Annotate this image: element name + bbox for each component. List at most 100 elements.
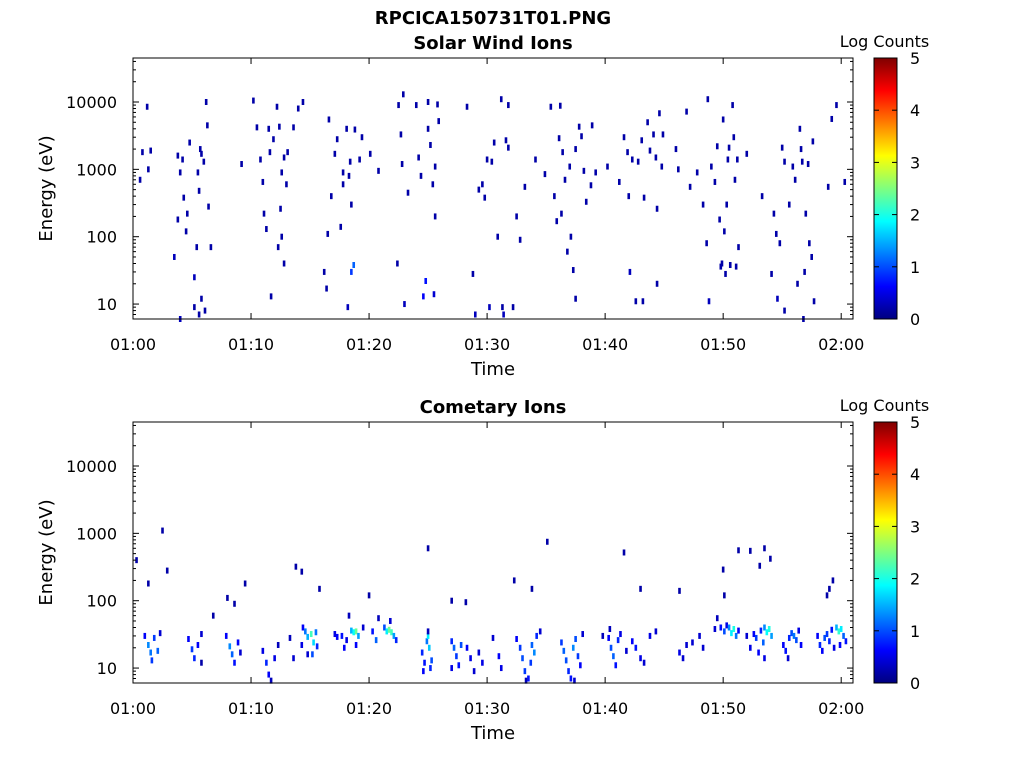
data-cell [560, 210, 563, 217]
data-cell [582, 167, 586, 174]
data-cell [397, 102, 400, 109]
data-cell [228, 643, 232, 650]
data-cell [312, 639, 315, 646]
data-cell [655, 205, 659, 212]
data-cell [196, 641, 200, 648]
data-cell [581, 631, 585, 638]
data-cell [825, 592, 829, 599]
data-cell [207, 203, 210, 210]
data-cell [181, 156, 184, 163]
data-cell [590, 122, 594, 129]
data-cell [390, 629, 393, 636]
data-cell [187, 636, 190, 643]
plot-frame [132, 57, 854, 320]
data-cell [280, 169, 284, 176]
data-cell [233, 659, 236, 666]
data-cell [803, 268, 806, 275]
data-cell [236, 639, 240, 646]
data-cell [203, 307, 207, 314]
data-cell [568, 163, 572, 170]
data-cell [485, 156, 489, 163]
data-cell [821, 647, 824, 654]
data-cell [350, 201, 353, 208]
data-cell [619, 631, 622, 638]
x-tick-label: 01:10 [228, 699, 274, 718]
data-cell [512, 577, 516, 584]
data-cell [763, 624, 766, 631]
y-tick-label: 1000 [76, 524, 117, 543]
data-cell [322, 268, 326, 275]
data-cell [681, 655, 685, 662]
data-cell [145, 103, 149, 110]
data-cell [354, 628, 358, 635]
data-cell [374, 637, 378, 644]
data-cell [545, 538, 549, 545]
data-cell [464, 599, 468, 606]
data-cell [601, 632, 605, 639]
data-cell [342, 644, 346, 651]
data-cell [190, 646, 194, 653]
data-cell [543, 171, 547, 178]
colorbar-tick-label: 0 [910, 310, 920, 329]
data-cell [695, 169, 699, 176]
data-cell [149, 649, 153, 656]
data-cell [641, 298, 645, 305]
data-cell [826, 183, 830, 190]
data-cell [335, 136, 339, 143]
data-cell [371, 628, 374, 635]
data-cell [347, 612, 351, 619]
data-cell [450, 597, 453, 604]
data-cell [726, 156, 730, 163]
data-cell [141, 149, 144, 156]
data-cell [429, 141, 432, 148]
data-cell [730, 630, 733, 637]
data-cell [732, 134, 736, 141]
data-cell [685, 641, 688, 648]
data-cell [828, 638, 831, 645]
data-cell [193, 304, 196, 311]
data-cell [761, 639, 765, 646]
data-cell [733, 176, 737, 183]
data-cell [784, 647, 788, 654]
data-cell [276, 641, 280, 648]
data-cell [311, 651, 314, 658]
data-cell [770, 270, 773, 277]
x-tick-label: 02:00 [818, 335, 864, 354]
data-cell [350, 268, 353, 275]
data-cell [286, 149, 289, 156]
data-cell [763, 655, 766, 662]
data-cell [707, 298, 711, 305]
data-cell [318, 585, 321, 592]
data-cell [477, 186, 481, 193]
colorbar-tick-label: 1 [910, 622, 920, 641]
data-cell [481, 659, 484, 666]
data-cell [499, 96, 503, 103]
data-cell [333, 631, 337, 638]
data-cell [793, 176, 797, 183]
plot-frame [132, 421, 854, 684]
data-cell [804, 210, 808, 217]
data-cell [816, 632, 819, 639]
data-cell [301, 624, 305, 631]
x-tick-label: 01:50 [700, 335, 746, 354]
data-cell [430, 657, 433, 664]
data-cell [507, 102, 510, 109]
data-cell [243, 580, 247, 587]
data-cell [607, 634, 610, 641]
data-cell [563, 176, 567, 183]
data-cell [808, 240, 811, 247]
data-cell [206, 122, 209, 129]
data-cell [150, 657, 154, 664]
data-cell [346, 304, 350, 311]
data-cell [282, 260, 286, 267]
data-cell [677, 166, 680, 173]
data-cell [674, 146, 678, 153]
data-cell [353, 126, 357, 133]
data-cell [790, 630, 793, 637]
data-cell [562, 647, 566, 654]
x-tick-label: 01:30 [464, 335, 510, 354]
data-cell [329, 193, 333, 200]
data-cell [491, 634, 495, 641]
